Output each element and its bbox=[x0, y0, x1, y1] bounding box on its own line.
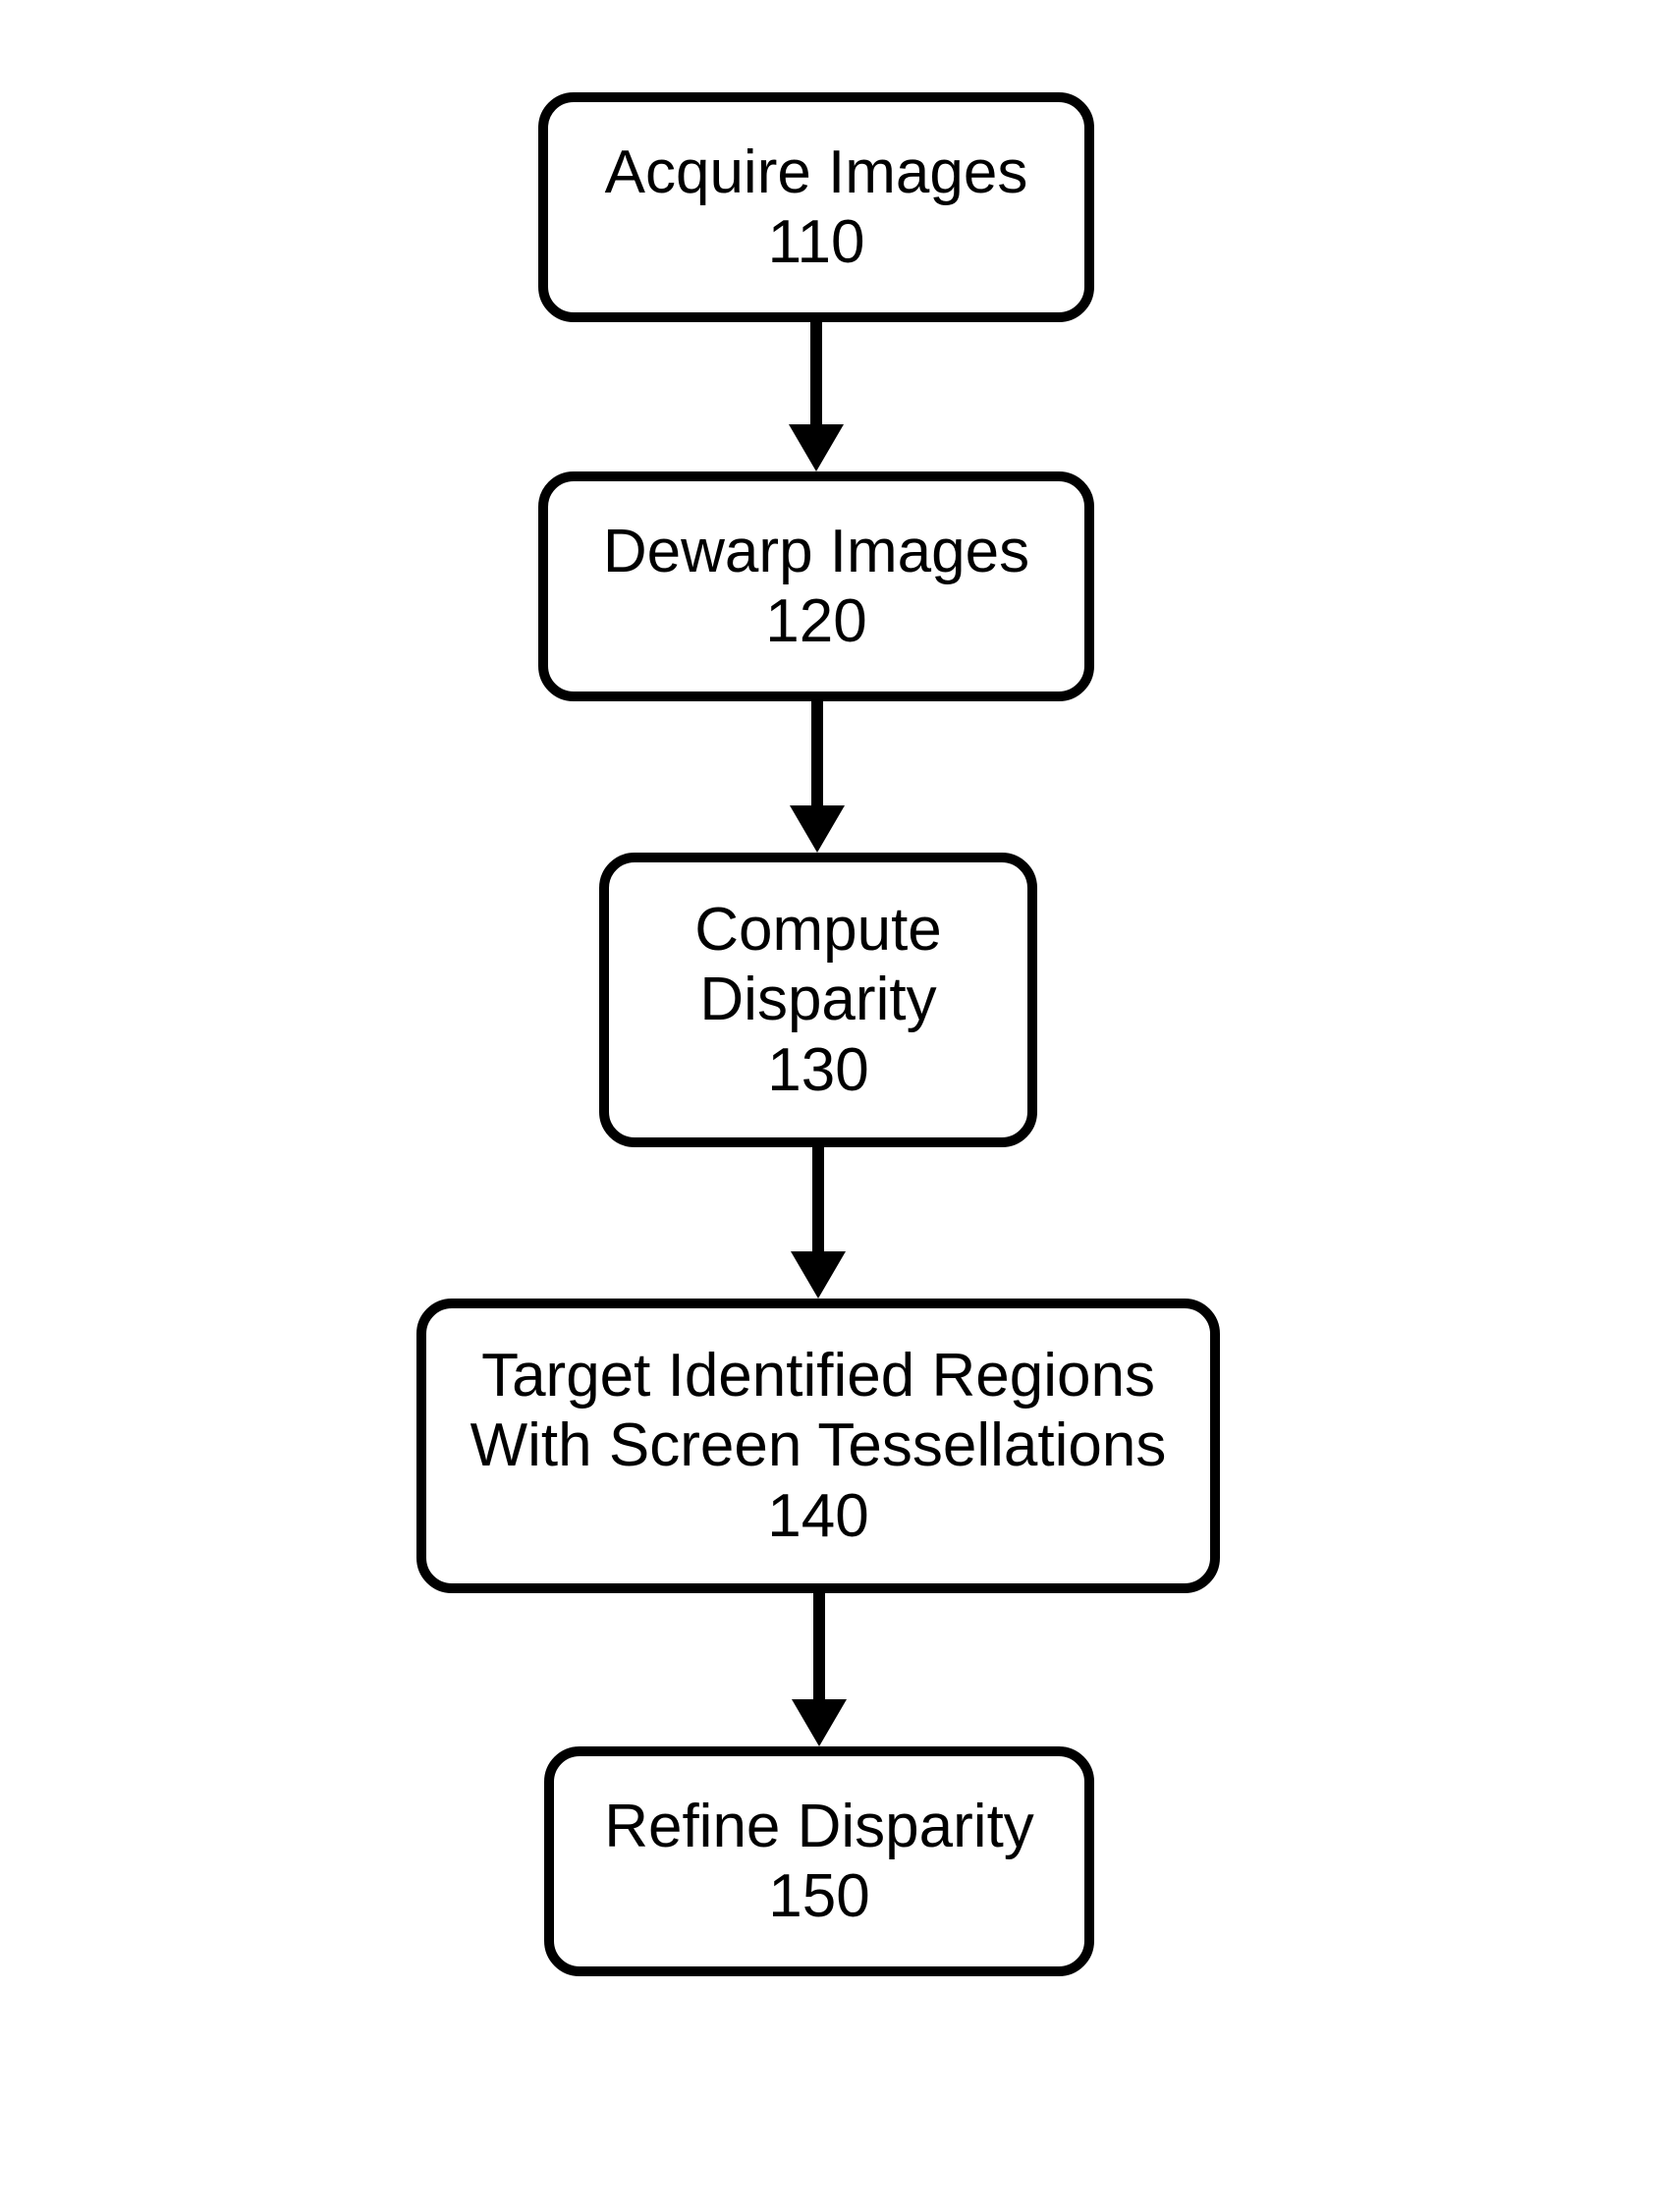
node-text-line: 150 bbox=[768, 1861, 869, 1931]
node-text-line: With Screen Tessellations bbox=[470, 1410, 1167, 1480]
flowchart-arrow bbox=[787, 322, 846, 471]
node-text-line: Compute bbox=[694, 895, 942, 965]
flowchart-node-n150: Refine Disparity150 bbox=[544, 1746, 1094, 1976]
node-text-line: Disparity bbox=[699, 965, 936, 1034]
flowchart-node-n140: Target Identified RegionsWith Screen Tes… bbox=[416, 1299, 1220, 1593]
node-text-line: Target Identified Regions bbox=[481, 1341, 1155, 1410]
flowchart-node-n130: ComputeDisparity130 bbox=[599, 853, 1037, 1147]
node-text-line: 110 bbox=[768, 207, 865, 277]
flowchart-node-n110: Acquire Images110 bbox=[538, 92, 1094, 322]
node-text-line: 140 bbox=[767, 1481, 868, 1551]
node-text-line: Acquire Images bbox=[605, 138, 1028, 207]
node-text-line: 120 bbox=[765, 586, 866, 656]
node-text-line: Dewarp Images bbox=[603, 517, 1029, 586]
flowchart-node-n120: Dewarp Images120 bbox=[538, 471, 1094, 701]
node-text-line: Refine Disparity bbox=[604, 1792, 1034, 1861]
flowchart-arrow bbox=[789, 1147, 848, 1299]
flowchart-arrow bbox=[790, 1593, 849, 1746]
flowchart-arrow bbox=[788, 701, 847, 853]
flowchart-canvas: Acquire Images110 Dewarp Images120 Compute… bbox=[0, 0, 1658, 2212]
node-text-line: 130 bbox=[767, 1035, 868, 1105]
